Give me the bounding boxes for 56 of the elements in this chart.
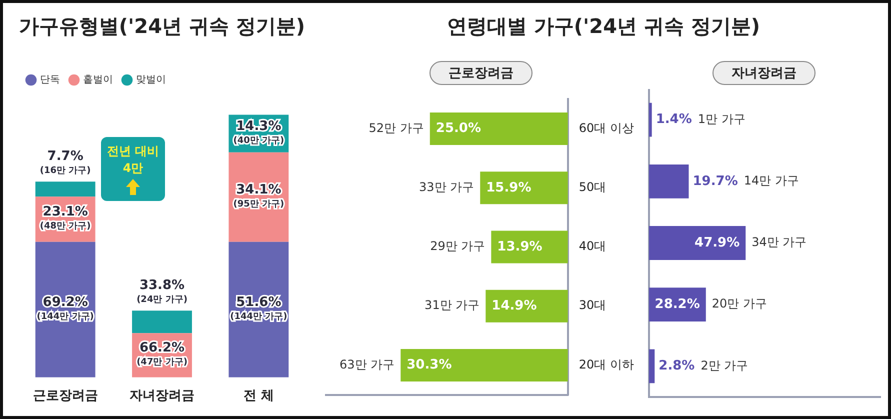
bar (35, 182, 96, 197)
chart-title: 가구유형별('24년 귀속 정기분) (18, 13, 306, 40)
bar (649, 349, 655, 384)
bar (491, 230, 568, 264)
legend-label: 맞벌이 (136, 74, 166, 86)
chart-subtitle: 근로장려금 (430, 61, 532, 85)
data-label: 7.7% (16만 가구) (40, 148, 91, 176)
bar (486, 290, 568, 322)
bar (480, 172, 568, 204)
annotation: 31만 가구 (424, 298, 480, 312)
x-tick-label: 근로장려금 (32, 388, 98, 404)
x-tick-label: 전 체 (243, 388, 274, 404)
legend-label: 홑벌이 (83, 74, 113, 86)
data-label: 14.3% (40만 가구) (233, 118, 284, 146)
y-tick-label: 50대 (578, 180, 606, 194)
annotation: 20만 가구 (712, 296, 767, 311)
annotation: 63만 가구 (340, 357, 395, 372)
y-tick-label: 60대 이상 (578, 120, 634, 135)
data-label: 2.8% (658, 358, 695, 374)
bar (649, 102, 652, 137)
annotation: 33만 가구 (419, 180, 474, 194)
data-label: 19.7% (692, 174, 738, 189)
bar (430, 112, 568, 146)
annotation: 2만 가구 (700, 358, 748, 372)
y-tick-label: 30대 (578, 298, 606, 312)
data-label: 1.4% (656, 112, 692, 128)
annotation: 29만 가구 (430, 239, 486, 254)
data-label: 28.2% (654, 296, 700, 312)
legend-label: 단독 (40, 74, 60, 86)
annotation: 34만 가구 (752, 235, 807, 250)
data-label: 30.3% (406, 358, 452, 373)
annotation: 52만 가구 (368, 120, 424, 135)
annotation: 전년 대비 4만 (106, 143, 160, 177)
data-label: 51.6% (144만 가구) (230, 295, 288, 322)
speech-bubble: 전년 대비 4만 (101, 137, 165, 201)
y-tick-label: 20대 이하 (578, 357, 634, 372)
annotation: 1만 가구 (698, 112, 746, 126)
y-tick-label: 40대 (578, 239, 606, 254)
data-label: 15.9% (486, 180, 532, 196)
data-label: 33.8% (24만 가구) (136, 278, 188, 305)
data-label: 25.0% (436, 121, 482, 136)
data-label: 34.1% (95만 가구) (233, 182, 284, 210)
data-label: 69.2% (144만 가구) (36, 295, 94, 322)
chart-subtitle: 자녀장려금 (712, 61, 816, 85)
bar (400, 348, 568, 382)
annotation: 14만 가구 (744, 174, 799, 188)
bar (649, 164, 689, 198)
data-label: 47.9% (694, 235, 740, 250)
bar (649, 226, 746, 260)
data-label: 13.9% (497, 239, 542, 254)
x-tick-label: 자녀장려금 (130, 388, 194, 404)
data-label: 23.1% (48만 가구) (40, 204, 91, 232)
data-label: 66.2% (47만 가구) (136, 340, 188, 368)
chart-title: 연령대별 가구('24년 귀속 정기분) (446, 13, 762, 40)
bar (132, 310, 192, 334)
data-label: 14.9% (492, 298, 537, 314)
